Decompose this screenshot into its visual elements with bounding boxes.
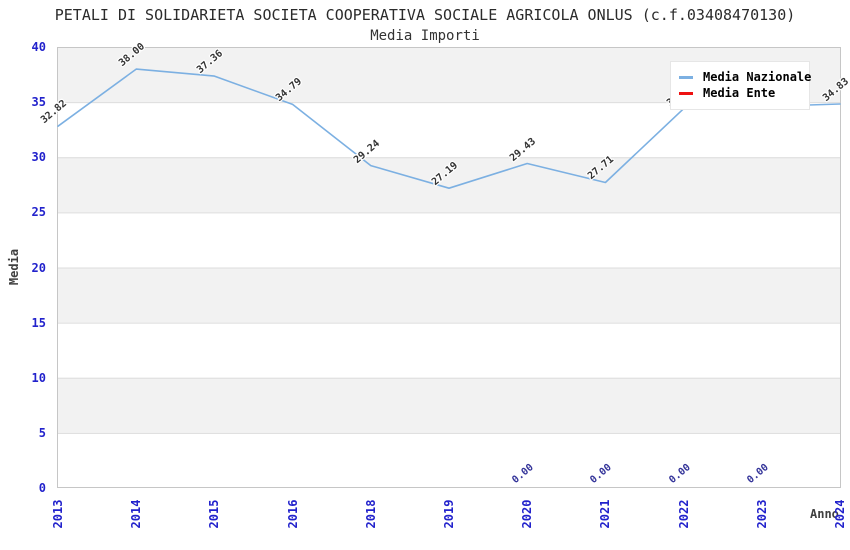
y-axis-title: Media <box>7 248 21 286</box>
legend-item-media-nazionale: Media Nazionale <box>679 71 811 84</box>
x-tick-label: 2023 <box>754 499 769 529</box>
plot-band <box>57 432 841 488</box>
y-tick-label: 15 <box>31 315 46 330</box>
plot-band <box>57 212 841 268</box>
chart-title: PETALI DI SOLIDARIETA SOCIETA COOPERATIV… <box>54 6 796 24</box>
plot-band <box>57 267 841 323</box>
legend-label-nazionale: Media Nazionale <box>703 70 812 84</box>
legend-swatch-ente-icon <box>679 92 693 95</box>
y-tick-label: 0 <box>38 481 46 495</box>
x-tick-label: 2019 <box>442 499 456 529</box>
plot-band <box>57 377 841 433</box>
plot-svg <box>57 47 841 488</box>
plot-border <box>57 47 841 488</box>
chart-subtitle: Media Importi <box>370 28 480 44</box>
y-tick-label: 10 <box>31 370 46 385</box>
legend-label-ente: Media Ente <box>703 86 776 100</box>
plot-band <box>57 157 841 213</box>
x-tick-label: 2014 <box>129 499 144 529</box>
x-tick-label: 2016 <box>285 499 300 529</box>
plot-band <box>57 102 841 158</box>
y-tick-label: 35 <box>31 95 46 110</box>
x-tick-label: 2015 <box>207 499 222 529</box>
y-tick-label: 30 <box>31 150 46 165</box>
legend-item-media-ente: Media Ente <box>679 87 801 100</box>
legend-swatch-nazionale-icon <box>679 76 693 79</box>
y-tick-label: 5 <box>38 425 46 440</box>
x-tick-label: 2022 <box>676 499 691 529</box>
plot-area <box>57 47 841 488</box>
x-tick-label: 2013 <box>51 499 65 529</box>
chart-legend: Media Nazionale Media Ente <box>670 61 811 110</box>
x-tick-label: 2021 <box>598 499 613 529</box>
x-axis-title: Anno <box>810 507 839 521</box>
plot-band <box>57 322 841 378</box>
y-tick-label: 25 <box>31 205 46 220</box>
x-tick-label: 2020 <box>520 499 535 529</box>
x-tick-label: 2018 <box>363 499 378 529</box>
